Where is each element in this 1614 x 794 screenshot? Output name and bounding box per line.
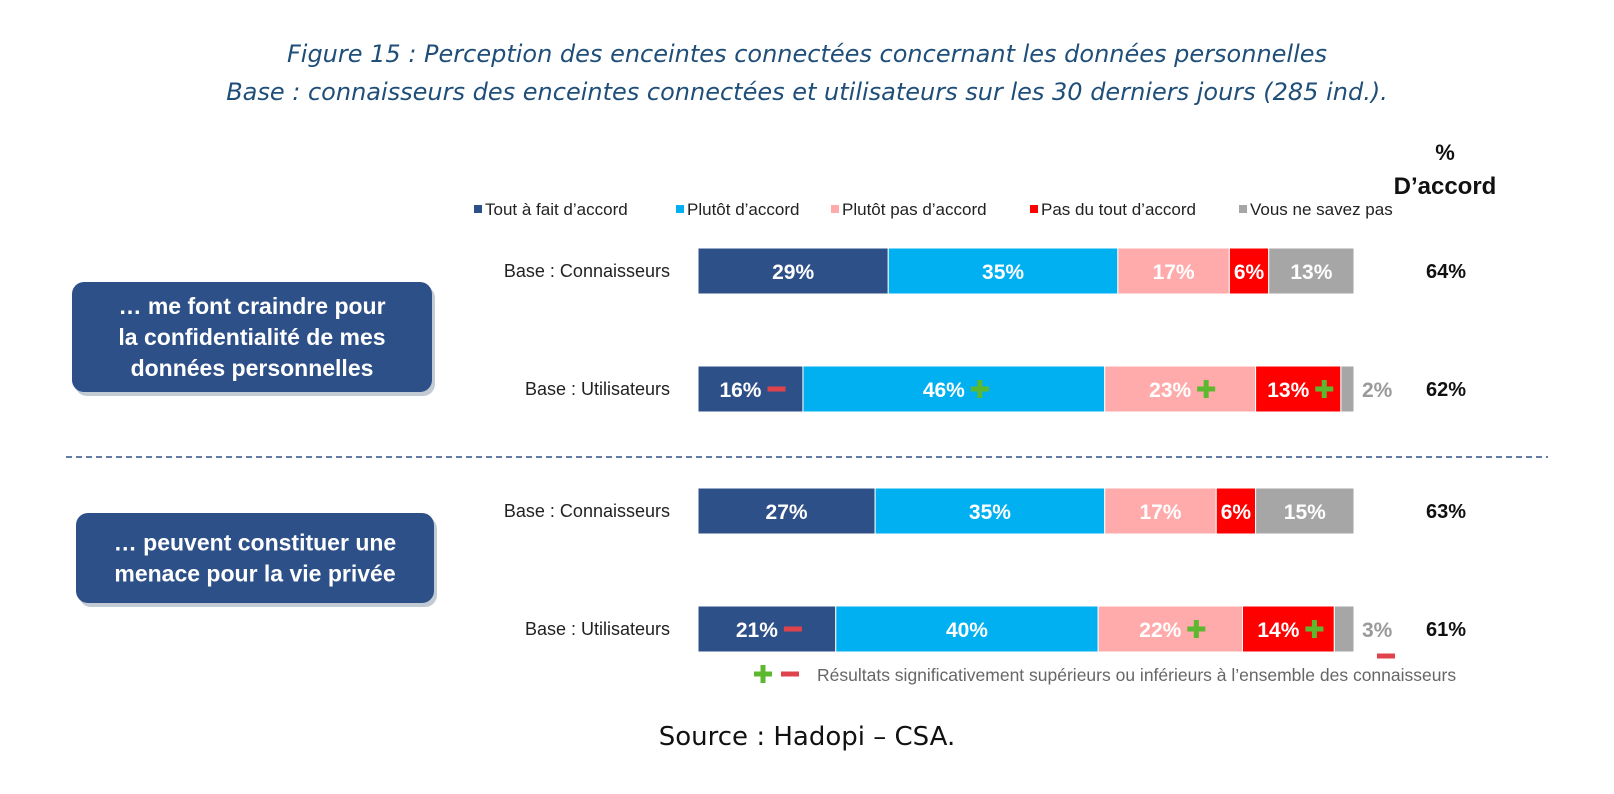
legend-swatch-1 — [474, 205, 482, 213]
bar-g1-r1-s3 — [1117, 247, 1230, 295]
legend-label-2: Plutôt d’accord — [687, 200, 799, 219]
group-label-1-line-1: … me font craindre pour — [118, 293, 385, 319]
footnote-minus-icon — [781, 671, 799, 677]
bar-g2-r1-s2 — [874, 487, 1106, 535]
bar-label-g2-r1-s2: 35% — [969, 501, 1011, 524]
bar-g1-r2-s3 — [1104, 365, 1257, 413]
bar-label-g2-r1-s4: 6% — [1221, 501, 1252, 524]
group-label-1-line-2: la confidentialité de mes — [118, 324, 385, 350]
legend-swatch-5 — [1239, 205, 1247, 213]
footnote-text: Résultats significativement supérieurs o… — [817, 665, 1456, 685]
accord-value-g2-r2: 61% — [1426, 619, 1466, 641]
bar-label-g1-r1-s1: 29% — [772, 261, 814, 284]
row-base-label-g2-r1: Base : Connaisseurs — [504, 501, 670, 521]
accord-value-g1-r2: 62% — [1426, 379, 1466, 401]
bar-g2-r2-s2 — [835, 605, 1099, 653]
bar-g2-r1-s3 — [1104, 487, 1217, 535]
bar-label-g2-r2-s4: 14% — [1257, 619, 1299, 642]
row-base-label-g2-r2: Base : Utilisateurs — [525, 619, 670, 639]
legend-swatch-4 — [1030, 205, 1038, 213]
bar-label-g2-r1-s3: 17% — [1139, 501, 1181, 524]
accord-value-g2-r1: 63% — [1426, 501, 1466, 523]
bar-g2-r2-s5 — [1333, 605, 1355, 653]
bar-label-g1-r2-s4: 13% — [1267, 379, 1309, 402]
signif-g2-r2-s3-v — [1193, 620, 1199, 638]
bar-label-g1-r2-s1: 16% — [719, 379, 761, 402]
bar-label-g2-r2-s2: 40% — [946, 619, 988, 642]
bar-label-g1-r1-s5: 13% — [1290, 261, 1332, 284]
chart-title: Figure 15 : Perception des enceintes con… — [286, 40, 1328, 68]
signif-g2-r2-s1 — [783, 626, 802, 632]
stacked-bar-chart: % D’accord Tout à fait d’accord Plutôt d’ac… — [66, 140, 1548, 685]
bar-g1-r2-s1 — [697, 365, 804, 413]
signif-g1-r2-s4-v — [1321, 380, 1327, 398]
accord-value-g1-r1: 64% — [1426, 261, 1466, 283]
group-label-1-line-3: données personnelles — [131, 355, 374, 381]
bar-g1-r1-s2 — [887, 247, 1119, 295]
bar-label-g1-r1-s3: 17% — [1153, 261, 1195, 284]
bar-g1-r1-s5 — [1268, 247, 1355, 295]
group-label-2-line-1: … peuvent constituer une — [114, 530, 396, 556]
group-box-2 — [76, 513, 434, 603]
chart-subtitle: Base : connaisseurs des enceintes connec… — [226, 78, 1388, 106]
legend-swatch-2 — [676, 205, 684, 213]
bar-g1-r2-s5 — [1340, 365, 1355, 413]
signif-g2-r2-s4-v — [1311, 620, 1317, 638]
bar-label-g1-r2-s3: 23% — [1149, 379, 1191, 402]
group-label-2-line-2: menace pour la vie privée — [114, 561, 395, 587]
bar-label-g2-r2-s1: 21% — [736, 619, 778, 642]
bar-g2-r1-s1 — [697, 487, 876, 535]
bar-g1-r2-s2 — [802, 365, 1106, 413]
bar-g2-r1-s5 — [1255, 487, 1355, 535]
source-note: Source : Hadopi – CSA. — [658, 722, 956, 752]
signif-g1-r2-s2-v — [977, 380, 983, 398]
row-base-label-g1-r2: Base : Utilisateurs — [525, 379, 670, 399]
bar-g1-r1-s4 — [1228, 247, 1270, 295]
footnote-plus-icon-v — [760, 665, 766, 683]
accord-header-label: D’accord — [1394, 173, 1497, 200]
legend-swatch-3 — [831, 205, 839, 213]
bar-label-g1-r1-s2: 35% — [982, 261, 1024, 284]
legend-label-4: Pas du tout d’accord — [1041, 200, 1196, 219]
bar-label-g2-r1-s1: 27% — [766, 501, 808, 524]
bar-label-g1-r1-s4: 6% — [1234, 261, 1265, 284]
legend-label-5: Vous ne savez pas — [1250, 200, 1393, 219]
legend-label-1: Tout à fait d’accord — [485, 200, 628, 219]
signif-g1-r2-s1 — [767, 386, 786, 392]
bar-g2-r2-s3 — [1097, 605, 1243, 653]
bar-label-g1-r2-s2: 46% — [923, 379, 965, 402]
bar-label-g2-r2-s3: 22% — [1139, 619, 1181, 642]
bar-label-g2-r2-s5: 3% — [1362, 619, 1393, 642]
bar-label-g2-r1-s5: 15% — [1284, 501, 1326, 524]
legend-label-3: Plutôt pas d’accord — [842, 200, 987, 219]
signif-g2-r2-s5 — [1377, 653, 1395, 659]
accord-header-percent: % — [1435, 140, 1455, 165]
row-base-label-g1-r1: Base : Connaisseurs — [504, 261, 670, 281]
group-box-1 — [72, 282, 432, 392]
bar-label-g1-r2-s5: 2% — [1362, 379, 1393, 402]
signif-g1-r2-s3-v — [1203, 380, 1209, 398]
